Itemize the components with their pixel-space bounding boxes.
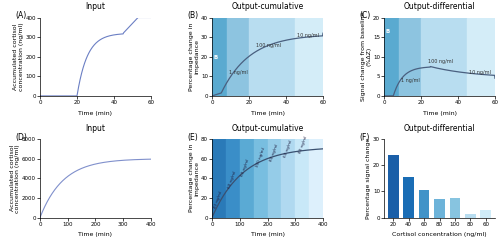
Y-axis label: Accumulated cortisol
concentration (ng/ml): Accumulated cortisol concentration (ng/m… [13,22,24,91]
Text: 60 ng/ml: 60 ng/ml [240,159,250,177]
Text: 1 ng/ml: 1 ng/ml [400,78,419,83]
Y-axis label: Percentage change in
impedance: Percentage change in impedance [188,22,200,91]
Text: 10 ng/ml: 10 ng/ml [297,33,319,38]
X-axis label: Time (min): Time (min) [422,111,456,116]
Bar [450,198,460,218]
Bar [465,214,475,218]
Bar [295,18,323,96]
Bar [468,18,495,96]
Bar [212,139,226,218]
Text: B: B [214,55,218,60]
Bar [434,199,445,218]
Text: 80 ng/ml: 80 ng/ml [269,143,279,162]
Bar [309,139,323,218]
Bar [399,18,421,96]
Y-axis label: Percentage change in
impedance: Percentage change in impedance [188,144,200,212]
Text: (B): (B) [188,11,198,20]
Y-axis label: Accumulated cortisol
concentration (ng/ml): Accumulated cortisol concentration (ng/m… [10,144,20,212]
Bar [240,139,254,218]
Title: Output-cumulative: Output-cumulative [232,2,304,11]
Text: 10 ng/ml: 10 ng/ml [469,70,491,75]
Text: 80 ng/ml: 80 ng/ml [298,135,308,154]
X-axis label: Time (min): Time (min) [250,111,284,116]
Text: 40 ng/ml: 40 ng/ml [214,190,224,209]
Bar [226,139,240,218]
Text: (C): (C) [360,11,371,20]
X-axis label: Time (min): Time (min) [250,232,284,237]
Bar [268,139,281,218]
X-axis label: Cortisol concentration (ng/ml): Cortisol concentration (ng/ml) [392,232,487,237]
Bar [421,18,468,96]
Bar [295,139,309,218]
Bar [418,190,430,218]
Text: (A): (A) [16,11,27,20]
Bar [384,18,399,96]
Text: 100 ng/ml: 100 ng/ml [255,146,266,168]
Title: Output-differential: Output-differential [404,124,475,133]
Text: 60 ng/ml: 60 ng/ml [228,170,237,189]
Bar [249,18,295,96]
Title: Input: Input [86,124,105,133]
Text: 60 ng/ml: 60 ng/ml [283,139,293,158]
X-axis label: Time (min): Time (min) [78,232,112,237]
Bar [404,177,414,218]
Bar [254,139,268,218]
Y-axis label: Percentage signal change: Percentage signal change [366,138,372,219]
X-axis label: Time (min): Time (min) [78,111,112,116]
Title: Output-cumulative: Output-cumulative [232,124,304,133]
Y-axis label: Signal change from baseline
(%ΔZ): Signal change from baseline (%ΔZ) [360,12,372,102]
Bar [388,155,398,218]
Text: (F): (F) [360,133,370,142]
Text: 100 ng/ml: 100 ng/ml [428,58,454,64]
Text: 100 ng/ml: 100 ng/ml [256,43,281,48]
Bar [212,18,227,96]
Title: Output-differential: Output-differential [404,2,475,11]
Text: (D): (D) [16,133,28,142]
Bar [480,210,491,218]
Bar [282,139,295,218]
Title: Input: Input [86,2,105,11]
Text: (E): (E) [188,133,198,142]
Text: B: B [386,29,390,34]
Text: 1 ng/ml: 1 ng/ml [228,70,248,75]
Bar [227,18,249,96]
